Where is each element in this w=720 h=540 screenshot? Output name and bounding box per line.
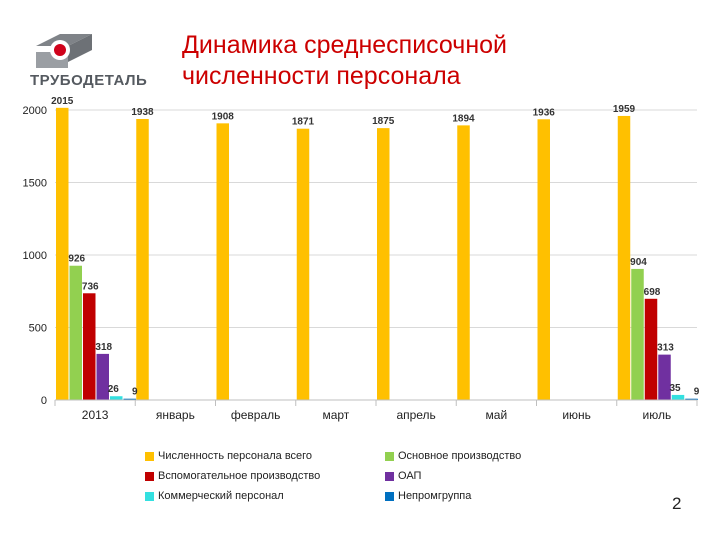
x-tick-label: июль (643, 408, 672, 422)
bar (537, 119, 550, 400)
axes: 0 500 1000 1500 2000 2013 январь февраль март апр… (23, 105, 698, 422)
legend-label: Непромгруппа (398, 490, 472, 502)
legend-item: Вспомогательное производство (145, 470, 320, 482)
legend-swatch (145, 491, 154, 501)
bar (123, 398, 136, 400)
data-label: 904 (630, 257, 647, 268)
data-label: 9 (132, 387, 138, 398)
x-tick-label: март (322, 408, 349, 422)
data-label: 1938 (131, 107, 154, 118)
y-tick-label: 2000 (23, 105, 47, 117)
bar (136, 118, 149, 401)
legend-item: ОАП (385, 470, 421, 482)
y-tick-label: 0 (41, 395, 47, 407)
page-number: 2 (672, 494, 682, 513)
bar (377, 128, 390, 400)
bar (83, 293, 96, 400)
data-label: 9 (694, 387, 700, 398)
x-tick-label: январь (156, 408, 195, 422)
x-tick-label: февраль (231, 408, 281, 422)
data-label: 736 (82, 281, 99, 292)
legend-swatch (385, 491, 394, 501)
data-label: 1894 (452, 113, 475, 124)
data-label: 2015 (51, 96, 74, 107)
y-tick-label: 1000 (23, 250, 47, 262)
bar (296, 128, 310, 400)
data-label: 1908 (212, 111, 235, 122)
data-label: 26 (108, 384, 120, 395)
data-label: 313 (657, 343, 674, 354)
y-tick-label: 1500 (23, 178, 47, 190)
bar (96, 353, 109, 400)
bar (69, 265, 82, 400)
legend-item: Численность персонала всего (145, 450, 312, 462)
legend-label: Коммерческий персонал (158, 490, 284, 502)
slide-title: Динамика среднесписочной численности пер… (182, 30, 507, 92)
bar (56, 107, 69, 400)
x-tick-label: июнь (562, 408, 591, 422)
bar (457, 125, 470, 401)
data-label: 926 (68, 254, 85, 265)
data-labels: 2015 926 736 318 26 9 1938 1908 1871 1875 1894 1936… (51, 96, 700, 398)
data-label: 318 (95, 342, 112, 353)
bar (644, 298, 658, 400)
bar (216, 123, 229, 400)
legend-item: Коммерческий персонал (145, 490, 284, 502)
x-tick-label: апрель (396, 408, 435, 422)
y-tick-label: 500 (29, 323, 47, 335)
gridlines (55, 109, 697, 401)
bar (685, 398, 698, 400)
bar (658, 354, 671, 400)
legend-label: Вспомогательное производство (158, 470, 321, 482)
company-logo-icon (36, 34, 92, 68)
legend-label: Численность персонала всего (158, 450, 313, 462)
title-line-2: численности персонала (182, 62, 461, 90)
legend-item: Основное производство (385, 450, 521, 462)
legend-label: Основное производство (398, 450, 522, 462)
legend-label: ОАП (398, 470, 422, 482)
bar (110, 396, 123, 400)
data-label: 1959 (613, 104, 636, 115)
bars (56, 107, 698, 401)
bar (617, 115, 631, 400)
data-label: 1871 (292, 117, 315, 128)
legend-item: Непромгруппа (385, 490, 471, 502)
legend-swatch (385, 471, 394, 481)
bar (631, 268, 644, 400)
data-label: 1936 (533, 107, 556, 118)
x-tick-label: 2013 (82, 408, 109, 422)
x-tick-label: май (486, 408, 508, 422)
data-label: 35 (669, 383, 681, 394)
data-label: 698 (644, 287, 661, 298)
data-label: 1875 (372, 116, 395, 127)
bar (671, 394, 685, 400)
headcount-chart: 2015 926 736 318 26 9 1938 1908 1871 1875 1894 1936… (23, 96, 700, 422)
legend-swatch (145, 471, 154, 481)
title-line-1: Динамика среднесписочной (182, 31, 507, 59)
legend-swatch (145, 451, 154, 461)
logo-text: ТРУБОДЕТАЛЬ (30, 72, 148, 89)
legend-swatch (385, 451, 394, 461)
